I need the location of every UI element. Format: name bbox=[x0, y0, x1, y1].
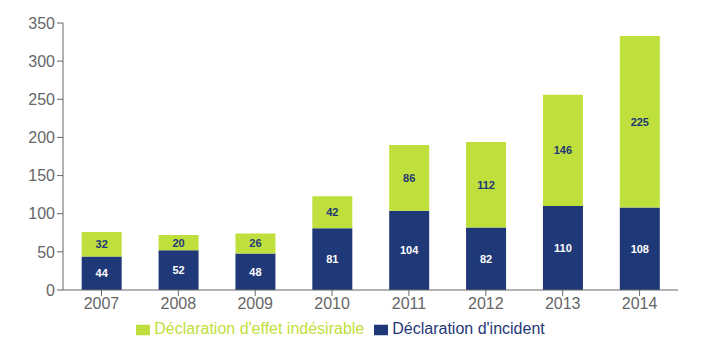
svg-text:146: 146 bbox=[554, 144, 572, 156]
svg-text:2012: 2012 bbox=[468, 295, 504, 312]
svg-text:50: 50 bbox=[37, 244, 55, 261]
svg-text:2013: 2013 bbox=[545, 295, 581, 312]
svg-text:2010: 2010 bbox=[314, 295, 350, 312]
svg-text:250: 250 bbox=[28, 91, 55, 108]
svg-text:225: 225 bbox=[631, 116, 649, 128]
svg-text:81: 81 bbox=[326, 253, 338, 265]
svg-text:44: 44 bbox=[96, 267, 109, 279]
svg-text:100: 100 bbox=[28, 205, 55, 222]
svg-text:82: 82 bbox=[480, 253, 492, 265]
svg-text:48: 48 bbox=[249, 266, 261, 278]
svg-text:104: 104 bbox=[400, 244, 419, 256]
svg-text:2014: 2014 bbox=[622, 295, 658, 312]
svg-text:0: 0 bbox=[46, 282, 55, 299]
svg-text:200: 200 bbox=[28, 129, 55, 146]
svg-text:2008: 2008 bbox=[161, 295, 197, 312]
svg-text:32: 32 bbox=[96, 238, 108, 250]
html-text:Déclaration d'incident: Déclaration d'incident bbox=[392, 320, 545, 337]
svg-text:108: 108 bbox=[631, 243, 649, 255]
svg-text:20: 20 bbox=[172, 237, 184, 249]
svg-text:2011: 2011 bbox=[392, 295, 427, 312]
svg-text:112: 112 bbox=[477, 179, 495, 191]
svg-text:300: 300 bbox=[28, 53, 55, 70]
svg-text:26: 26 bbox=[249, 237, 261, 249]
svg-text:42: 42 bbox=[326, 206, 338, 218]
svg-text:150: 150 bbox=[28, 167, 55, 184]
svg-text:110: 110 bbox=[554, 242, 572, 254]
html-text:Déclaration d'effet indésirabl: Déclaration d'effet indésirable bbox=[154, 320, 365, 337]
svg-text:350: 350 bbox=[28, 15, 55, 32]
svg-text:86: 86 bbox=[403, 172, 415, 184]
svg-text:2009: 2009 bbox=[237, 295, 273, 312]
svg-text:2007: 2007 bbox=[84, 295, 120, 312]
svg-text:52: 52 bbox=[172, 264, 184, 276]
